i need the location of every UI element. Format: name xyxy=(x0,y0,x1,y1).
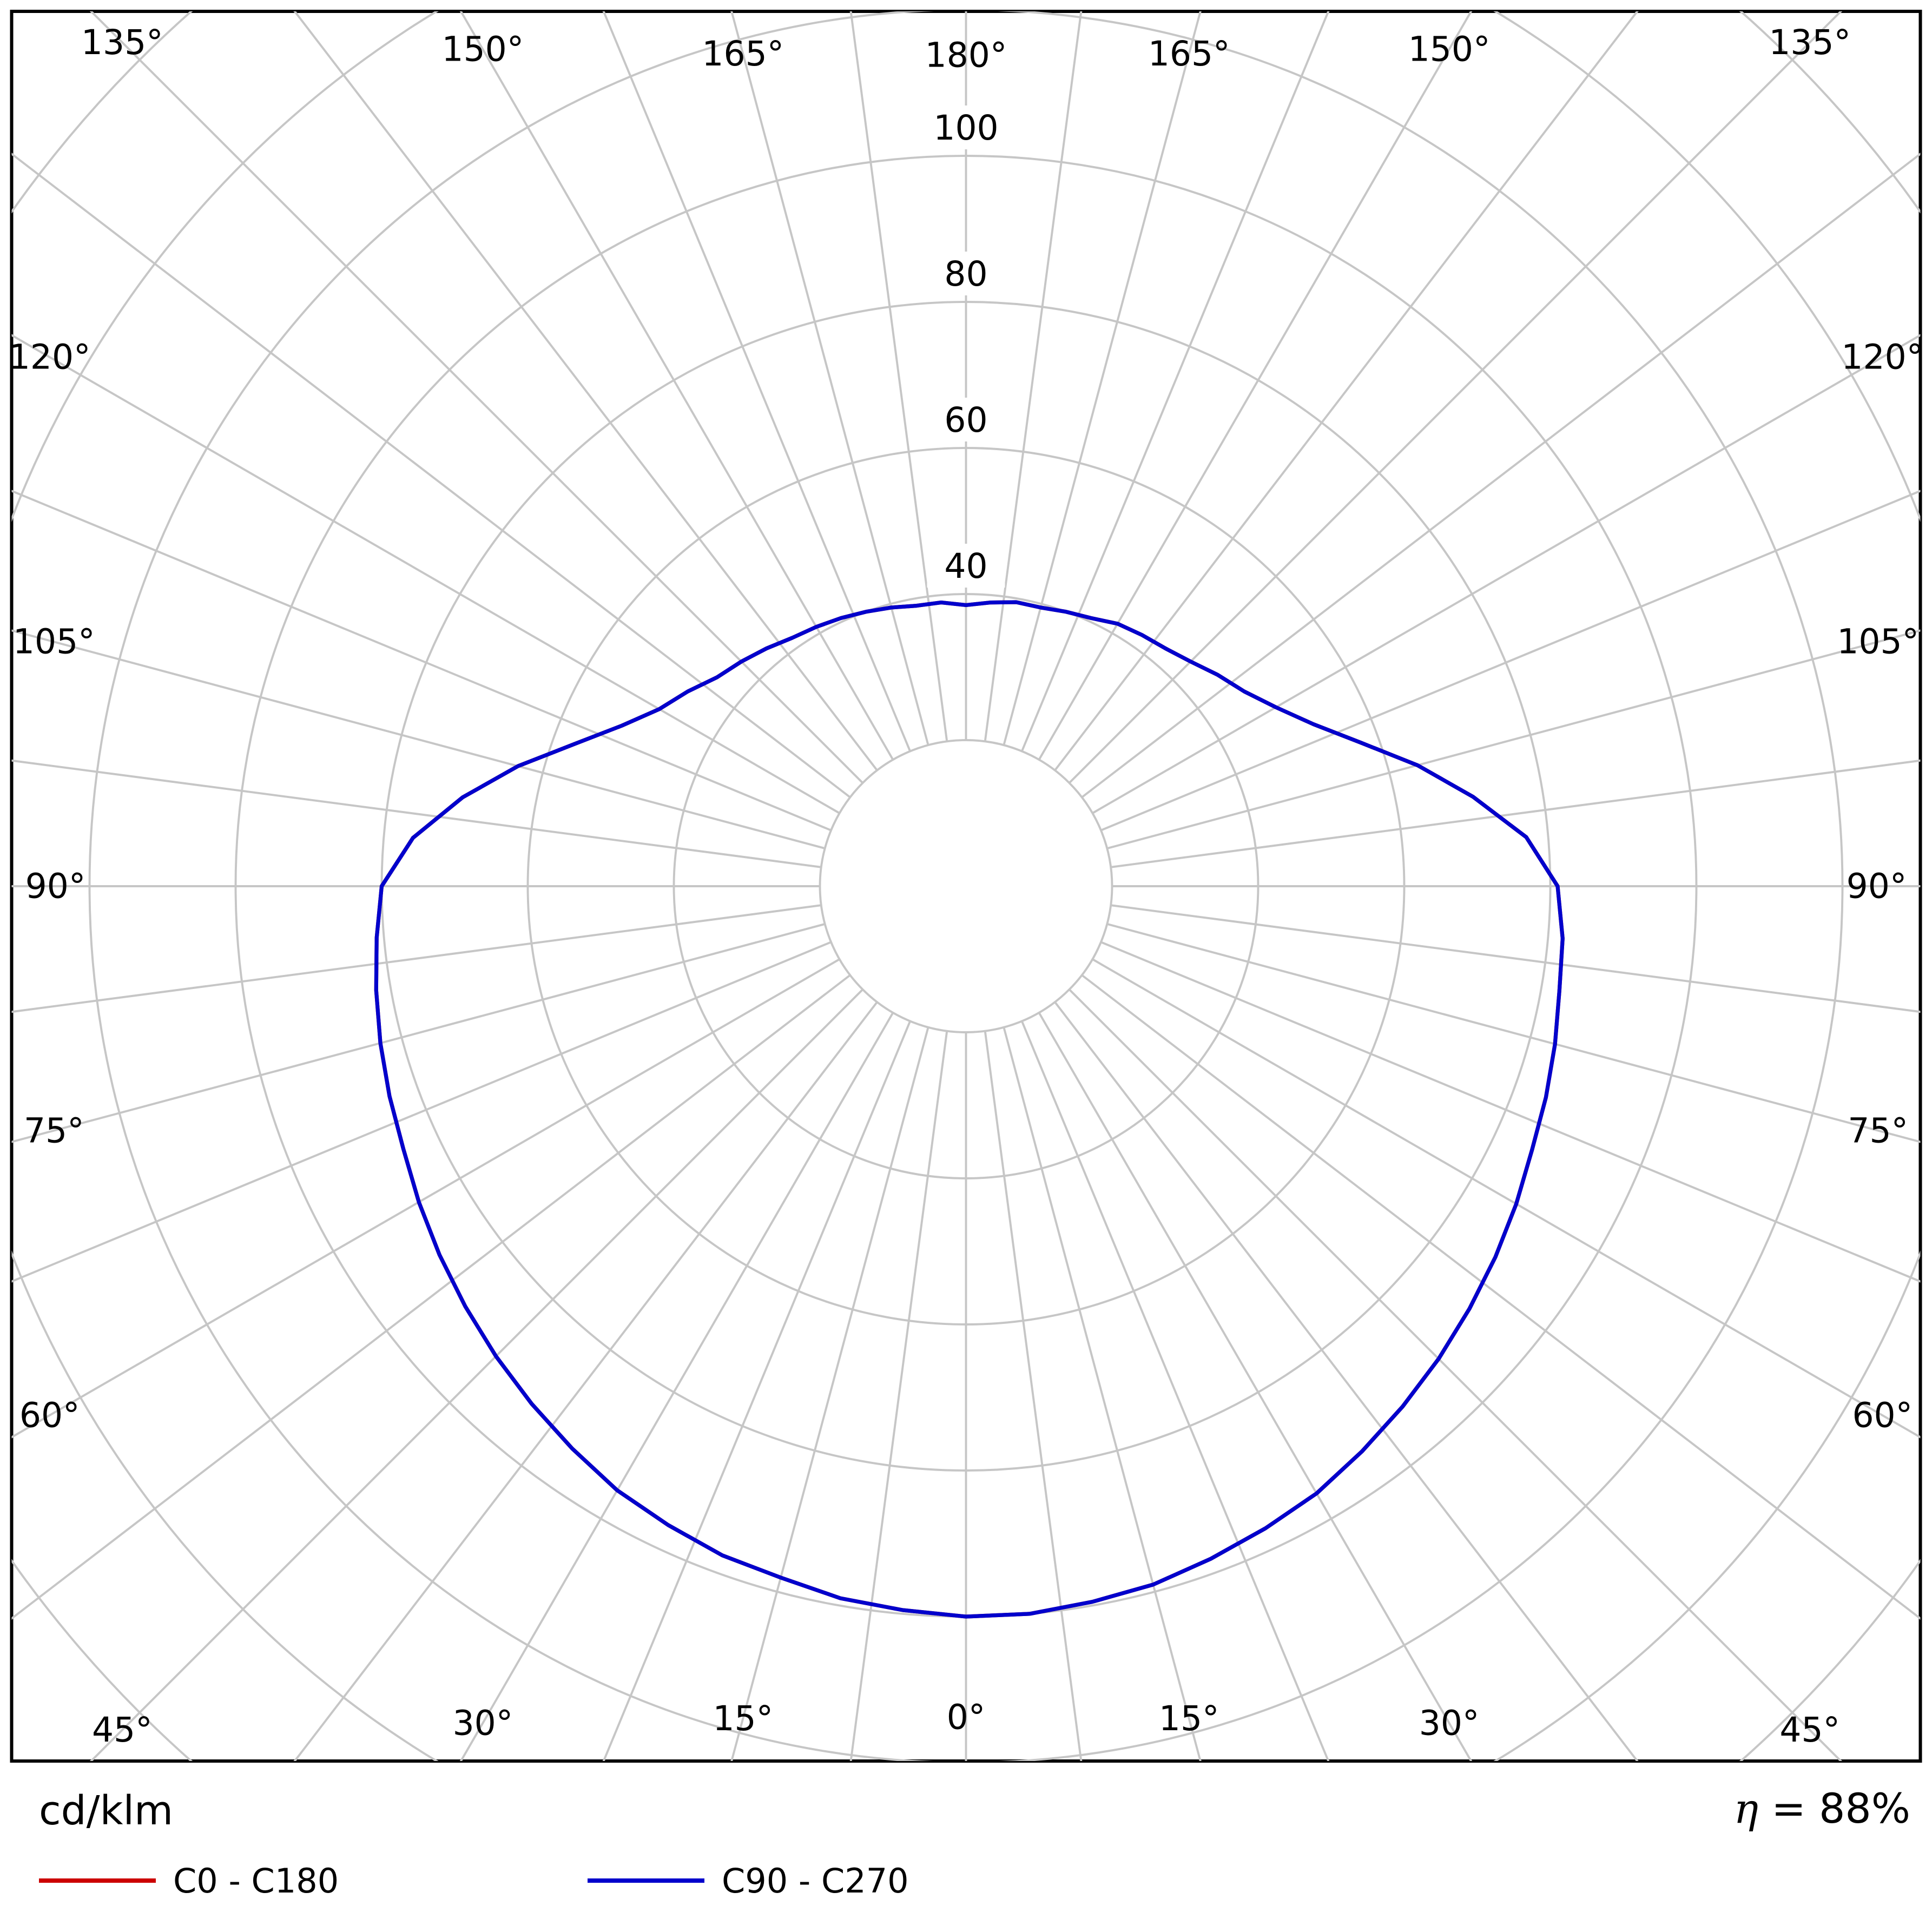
angle-label-15°-left: 15° xyxy=(713,1699,773,1738)
angle-label-60°-left: 60° xyxy=(19,1396,80,1435)
grid-spoke xyxy=(11,490,832,832)
grid-spoke xyxy=(1069,11,1843,784)
grid-spoke xyxy=(11,629,826,850)
grid-spoke xyxy=(1054,11,1639,771)
angle-label-75°-right: 75° xyxy=(1848,1111,1908,1150)
angle-label-165°-right: 165° xyxy=(1148,34,1230,74)
grid-spoke xyxy=(1038,1012,1473,1761)
polar-chart: 40 60 80 100 0° 15° 15° 30° 30° 45° 45° 60° 60° 75° 75… xyxy=(9,10,1923,1763)
grid-spoke xyxy=(89,11,863,784)
curves xyxy=(374,600,1565,1619)
grid-spoke xyxy=(11,974,851,1620)
angle-label-45°-right: 45° xyxy=(1779,1710,1840,1750)
grid-spoke xyxy=(1054,1001,1639,1761)
angle-label-30°-left: 30° xyxy=(453,1703,513,1743)
legend-label-c90-c270: C90 - C270 xyxy=(722,1861,909,1901)
polar-grid xyxy=(11,11,1921,1761)
grid-spoke xyxy=(11,904,822,1013)
grid-spoke xyxy=(11,941,832,1283)
efficiency-label: η = 88% xyxy=(1734,1784,1910,1832)
grid-spoke xyxy=(89,988,863,1761)
grid-spoke xyxy=(1100,941,1921,1283)
grid-spoke xyxy=(1110,904,1921,1013)
grid-spoke xyxy=(459,11,894,761)
radial-label-bg xyxy=(927,105,1005,149)
grid-spoke xyxy=(730,1027,929,1761)
angle-label-135°-left: 135° xyxy=(81,23,163,62)
angle-label-105°-right: 105° xyxy=(1837,622,1919,662)
grid-spoke xyxy=(1003,11,1202,746)
angle-label-180°-right: 180° xyxy=(925,36,1007,75)
angle-label-90°-left: 90° xyxy=(25,867,86,906)
grid-spoke xyxy=(11,759,822,868)
grid-spoke xyxy=(1092,958,1921,1439)
angle-label-120°-right: 120° xyxy=(1841,338,1923,377)
radial-unit-label: cd/klm xyxy=(39,1788,174,1834)
angle-label-150°-right: 150° xyxy=(1408,30,1491,69)
grid-spoke xyxy=(11,958,840,1439)
grid-spoke xyxy=(459,1012,894,1761)
angle-label-165°-left: 165° xyxy=(702,34,784,74)
angle-label-45°-left: 45° xyxy=(92,1710,153,1750)
grid-spoke xyxy=(849,1031,948,1761)
angle-label-90°-right: 90° xyxy=(1847,867,1907,906)
angle-label-60°-right: 60° xyxy=(1852,1396,1913,1435)
grid-spoke xyxy=(602,11,911,752)
radial-label-bg xyxy=(927,544,1005,588)
radial-label-bg xyxy=(927,252,1005,295)
angle-label-105°-left: 105° xyxy=(13,622,95,662)
grid-spoke xyxy=(984,11,1083,742)
angle-label-75°-left: 75° xyxy=(24,1111,84,1150)
angle-label-150°-left: 150° xyxy=(442,30,524,69)
grid-spoke xyxy=(1081,152,1921,799)
angle-label-135°-right: 135° xyxy=(1769,23,1851,62)
grid-spoke xyxy=(849,11,948,742)
eta-symbol: η xyxy=(1733,1784,1759,1832)
grid-spoke xyxy=(602,1020,911,1761)
grid-spoke xyxy=(1003,1027,1202,1761)
grid-spoke xyxy=(293,1001,878,1761)
polar-chart-area: 40 60 80 100 0° 15° 15° 30° 30° 45° 45° 60° 60° 75° 75… xyxy=(9,10,1923,1763)
legend: C0 - C180 C90 - C270 xyxy=(0,1859,1932,1913)
grid-spoke xyxy=(1021,1020,1330,1761)
legend-label-c0-c180: C0 - C180 xyxy=(173,1861,339,1901)
grid-spoke xyxy=(293,11,878,771)
grid-spoke xyxy=(1106,629,1921,850)
legend-entry-c90-c270: C90 - C270 xyxy=(588,1859,909,1902)
grid-spoke xyxy=(11,152,851,799)
radial-tick-label-100: 100 xyxy=(933,108,998,148)
grid-spoke xyxy=(1069,988,1843,1761)
grid-spoke xyxy=(984,1031,1083,1761)
radial-label-bg xyxy=(927,398,1005,441)
grid-spoke xyxy=(1081,974,1921,1620)
angle-labels: 0° 15° 15° 30° 30° 45° 45° 60° 60° 75° 75° 90° 90° 10… xyxy=(9,23,1923,1750)
grid-spoke xyxy=(11,334,840,814)
legend-line-c90-c270 xyxy=(588,1878,704,1883)
angle-label-0°-right: 0° xyxy=(947,1698,986,1737)
radial-tick-label-60: 60 xyxy=(944,400,987,440)
grid-spoke xyxy=(1038,11,1473,761)
angle-label-120°-left: 120° xyxy=(9,338,91,377)
radial-tick-labels: 40 60 80 100 xyxy=(927,105,1005,588)
grid-spoke xyxy=(11,922,826,1143)
grid-spoke xyxy=(1092,334,1921,814)
grid-spoke xyxy=(1021,11,1330,752)
legend-line-c0-c180 xyxy=(39,1878,156,1883)
grid-spoke xyxy=(1110,759,1921,868)
legend-entry-c0-c180: C0 - C180 xyxy=(39,1859,339,1902)
curve-c90-c270 xyxy=(374,600,1565,1619)
grid-spoke xyxy=(1100,490,1921,832)
angle-label-30°-right: 30° xyxy=(1419,1703,1480,1743)
grid-spoke xyxy=(730,11,929,746)
radial-tick-label-40: 40 xyxy=(944,546,987,586)
eta-value: = 88% xyxy=(1758,1784,1910,1832)
footer: cd/klm η = 88% C0 - C180 C90 - C270 xyxy=(0,1772,1932,1932)
angle-label-15°-right: 15° xyxy=(1159,1699,1219,1738)
radial-tick-label-80: 80 xyxy=(944,254,987,294)
grid-spoke xyxy=(1106,922,1921,1143)
